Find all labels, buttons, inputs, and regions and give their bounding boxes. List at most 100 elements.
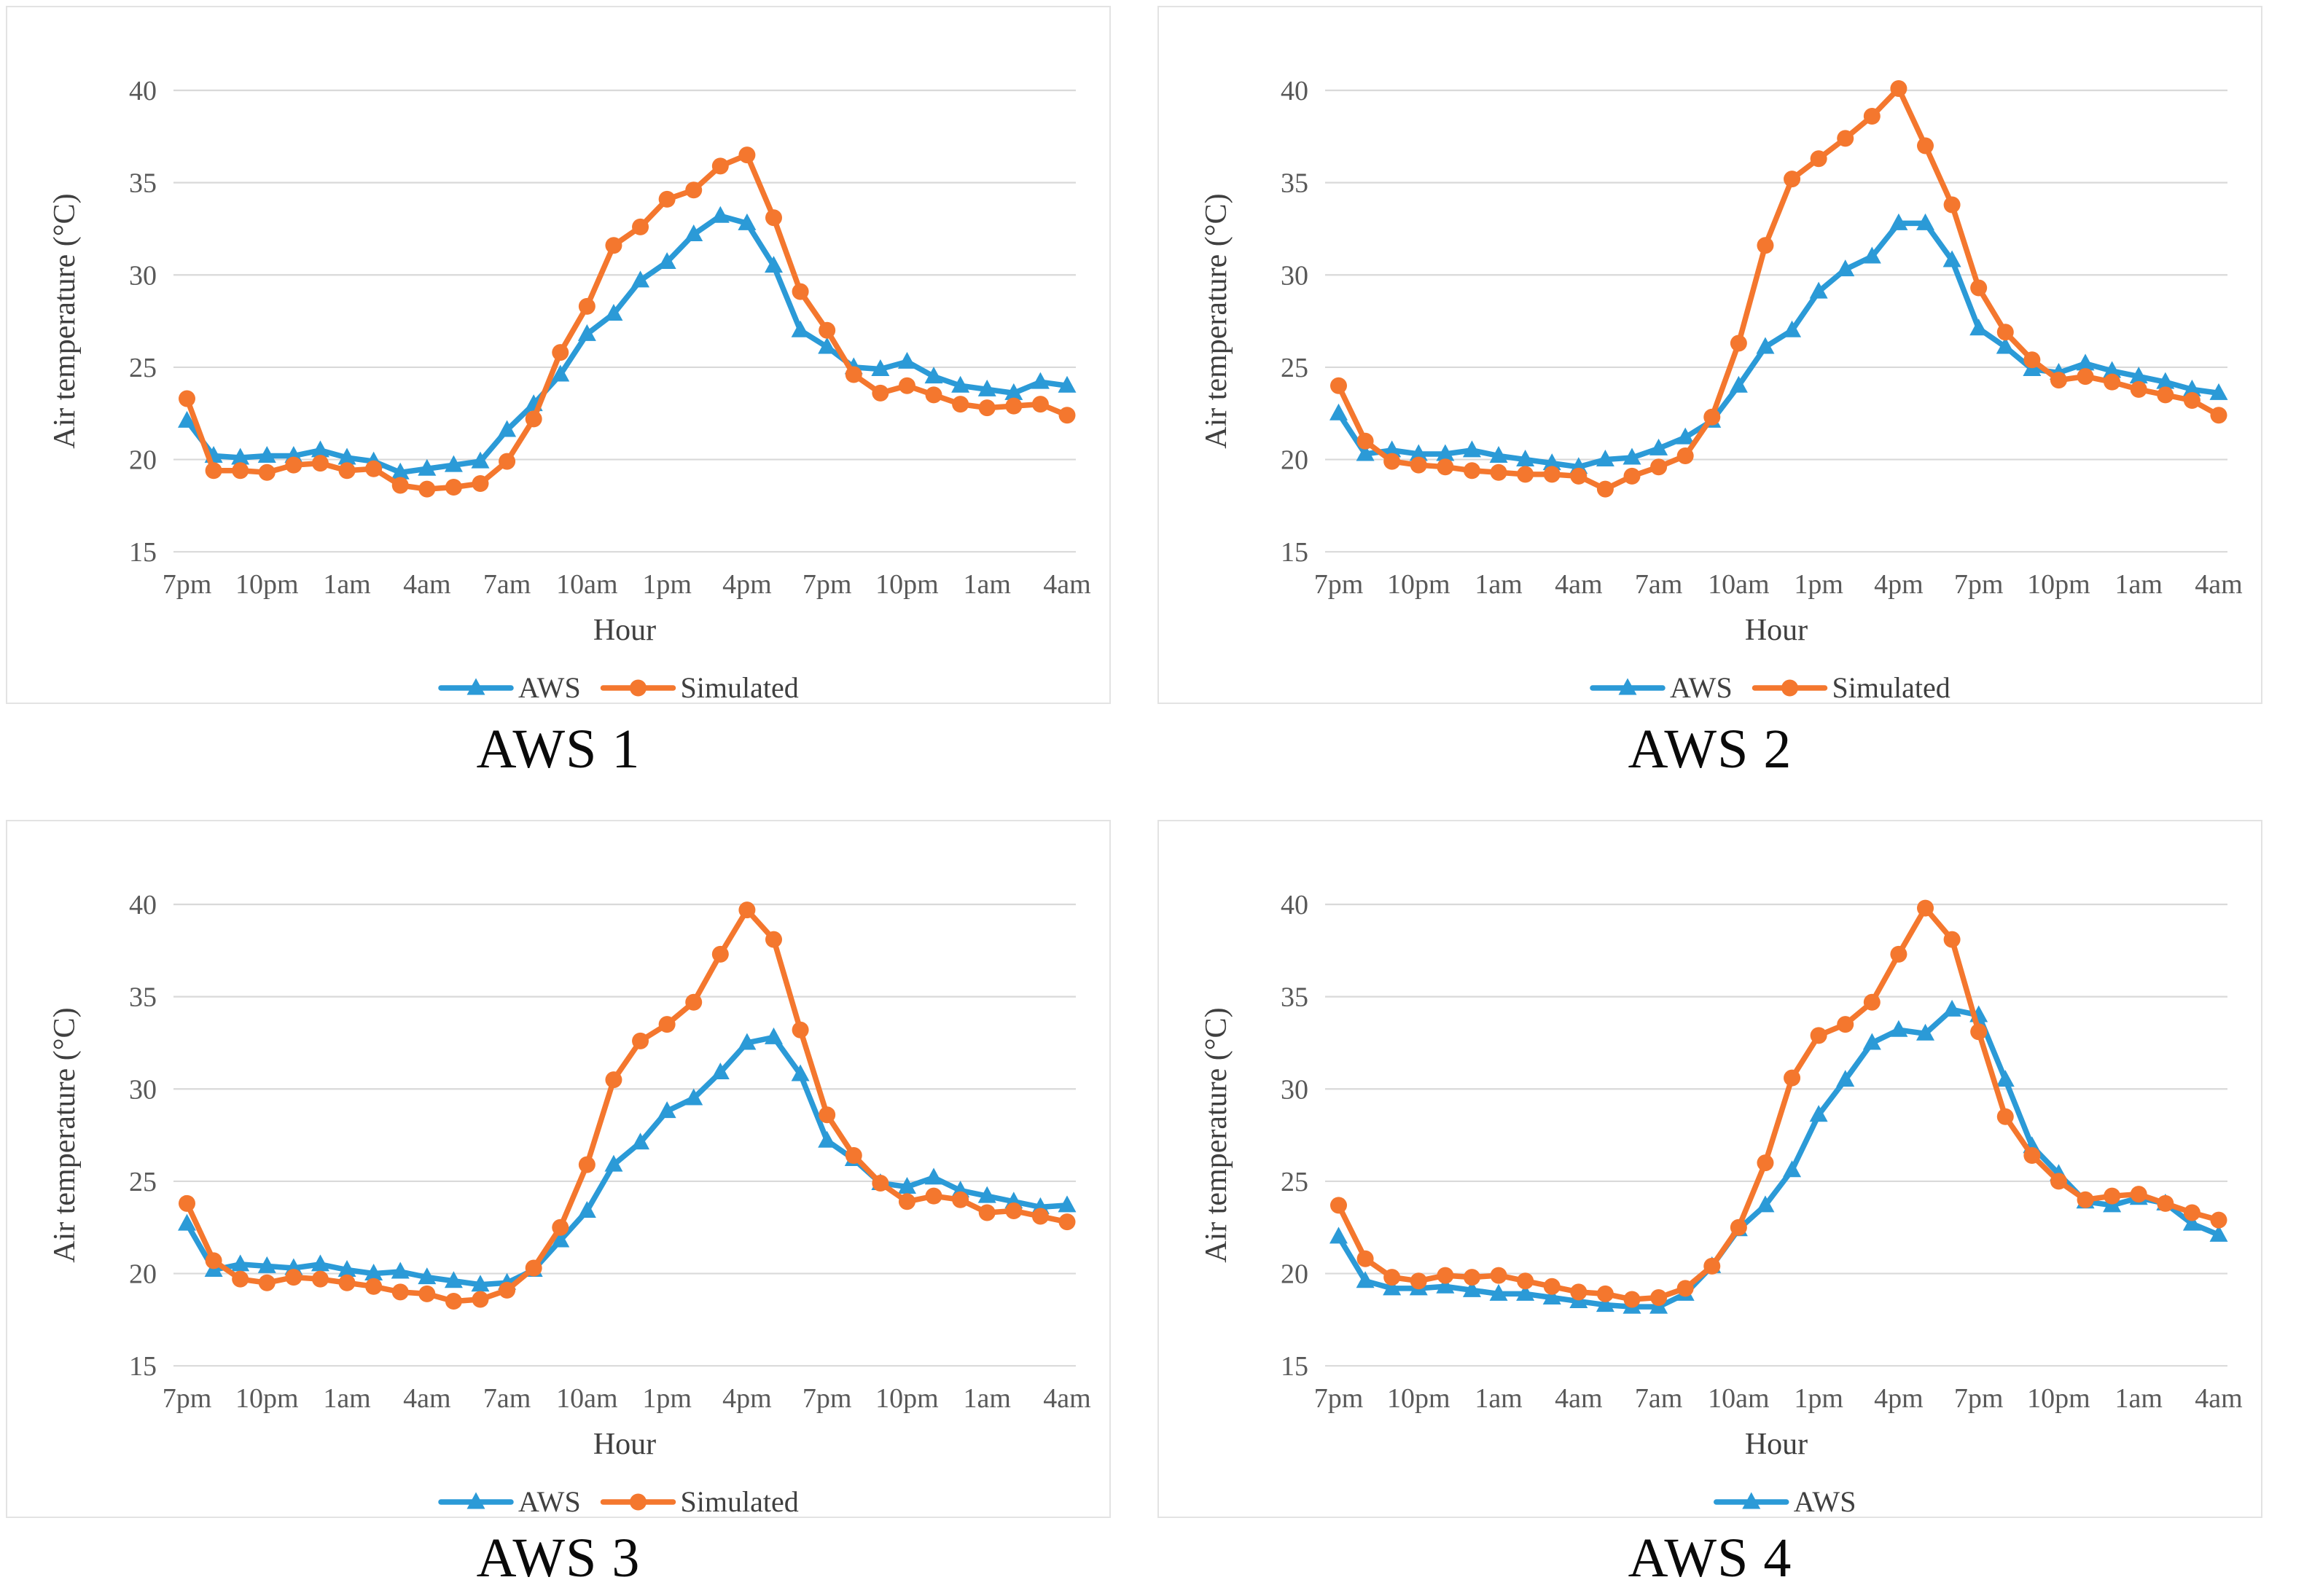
x-tick-label: 10am xyxy=(1708,569,1769,600)
series-simulated-marker xyxy=(2183,1204,2200,1221)
series-aws-marker xyxy=(1809,1105,1828,1122)
x-tick-label: 1am xyxy=(2115,1383,2163,1414)
series-simulated-marker xyxy=(258,463,276,481)
series-aws-marker xyxy=(1542,1287,1561,1304)
series-simulated-marker xyxy=(1005,397,1023,415)
x-tick-label: 10pm xyxy=(875,569,939,600)
series-aws-marker xyxy=(631,270,650,288)
y-tick-label: 30 xyxy=(129,1074,157,1105)
series-aws-marker xyxy=(364,1264,383,1281)
series-simulated-line xyxy=(1335,85,2222,492)
series-aws-marker xyxy=(2076,353,2095,371)
series-simulated-marker xyxy=(978,1204,996,1221)
series-simulated-marker xyxy=(1031,1208,1049,1225)
series-aws-marker xyxy=(1862,1033,1881,1050)
series-aws-marker xyxy=(684,224,703,242)
series-simulated-marker xyxy=(1623,1291,1641,1308)
series-aws-marker xyxy=(1756,1195,1775,1213)
series-aws-marker xyxy=(897,351,916,369)
x-tick-label: 1am xyxy=(323,1383,370,1414)
series-aws-marker xyxy=(1729,375,1748,393)
legend-label: Simulated xyxy=(1832,671,1950,703)
series-aws-marker xyxy=(977,1186,996,1203)
x-tick-label: 4am xyxy=(403,1383,450,1414)
cell-aws4: 40 35 30 25 20 15 7pm 10pm 1am 4am 7am 10am 1pm 4pm 7p… xyxy=(1152,798,2304,1596)
x-tick-label: 7pm xyxy=(1954,1383,2004,1414)
series-simulated-marker xyxy=(2077,1191,2094,1208)
y-tick-label: 35 xyxy=(129,168,157,199)
series-simulated-marker xyxy=(1543,466,1561,483)
series-aws-marker xyxy=(2182,379,2201,396)
y-axis-title: Air temperature (°C) xyxy=(1200,1007,1233,1262)
series-simulated-marker xyxy=(1330,1197,1347,1214)
series-aws-marker xyxy=(2209,1224,2228,1242)
series-aws xyxy=(1329,213,2228,474)
series-aws-marker xyxy=(1489,1283,1508,1301)
x-tick-label: 7pm xyxy=(1314,569,1364,600)
x-tick-label: 4am xyxy=(1043,1383,1090,1414)
chart-caption-aws3: AWS 3 xyxy=(476,1527,641,1589)
y-tick-label: 15 xyxy=(129,537,157,568)
series-simulated-marker xyxy=(1031,396,1049,413)
y-tick-label: 40 xyxy=(129,76,157,106)
series-aws-marker xyxy=(711,206,730,223)
series-aws-marker xyxy=(498,420,517,437)
x-tick-label: 1pm xyxy=(642,1383,692,1414)
series-aws-marker xyxy=(577,324,596,341)
series-aws-marker xyxy=(897,1177,916,1194)
series-simulated-marker xyxy=(1650,1288,1668,1306)
series-simulated-marker xyxy=(2104,1187,2121,1205)
series-aws-marker xyxy=(1542,453,1561,471)
series-simulated-marker xyxy=(232,462,249,480)
series-simulated-marker xyxy=(391,477,409,494)
y-tick-label: 40 xyxy=(1281,76,1308,106)
series-simulated-marker xyxy=(952,396,969,413)
cell-aws1: 40 35 30 25 20 15 7pm 10pm 1am 4am 7am 10am 1pm 4pm 7p… xyxy=(0,0,1152,798)
series-simulated-marker xyxy=(285,1269,302,1286)
series-simulated-marker xyxy=(1837,130,1854,147)
series-simulated-marker xyxy=(1943,196,1961,214)
x-tick-label: 4pm xyxy=(1874,1383,1924,1414)
series-aws-marker xyxy=(1889,213,1908,230)
series-aws-marker xyxy=(257,445,276,463)
y-tick-label: 40 xyxy=(129,890,157,920)
series-simulated-marker xyxy=(1996,324,2014,341)
series-simulated-marker xyxy=(1863,107,1881,125)
y-axis-title: Air temperature (°C) xyxy=(1200,193,1233,448)
x-tick-label: 1pm xyxy=(1794,569,1843,600)
series-aws-marker xyxy=(2209,383,2228,400)
series-simulated-marker xyxy=(1837,1016,1854,1033)
series-aws-marker xyxy=(871,359,890,376)
x-tick-label: 10pm xyxy=(235,569,299,600)
x-tick-label: 1am xyxy=(1475,569,1522,600)
series-simulated-marker xyxy=(711,157,729,175)
x-tick-label: 7am xyxy=(1635,1383,1682,1414)
series-aws-marker xyxy=(1462,1280,1481,1297)
series-aws-marker xyxy=(1058,1195,1077,1213)
series-simulated-marker xyxy=(1410,456,1427,474)
series-simulated-marker xyxy=(1596,480,1614,498)
series-simulated-marker xyxy=(952,1191,969,1208)
series-simulated-marker xyxy=(418,480,436,498)
series-aws-marker xyxy=(1836,1070,1855,1087)
series-simulated-marker xyxy=(445,1293,462,1310)
series-simulated-marker xyxy=(898,1193,915,1210)
x-axis-title: Hour xyxy=(593,614,656,647)
series-aws-marker xyxy=(1942,250,1961,267)
series-aws-marker xyxy=(1862,246,1881,264)
x-tick-label: 10pm xyxy=(1387,1383,1450,1414)
series-simulated-marker xyxy=(472,1291,489,1308)
series-simulated-marker xyxy=(1570,467,1588,485)
legend-label: AWS xyxy=(1794,1485,1856,1517)
series-aws-line xyxy=(184,1034,1070,1288)
series-aws-marker xyxy=(1329,1227,1348,1244)
series-simulated-marker xyxy=(472,474,489,492)
series-aws-marker xyxy=(924,1167,943,1185)
series-simulated-marker xyxy=(499,1281,516,1299)
series-simulated-marker xyxy=(552,344,569,361)
y-tick-label: 30 xyxy=(129,260,157,291)
series-aws-line xyxy=(1335,220,2222,470)
series-simulated xyxy=(1330,79,2227,498)
series-aws-line xyxy=(1335,1006,2222,1310)
